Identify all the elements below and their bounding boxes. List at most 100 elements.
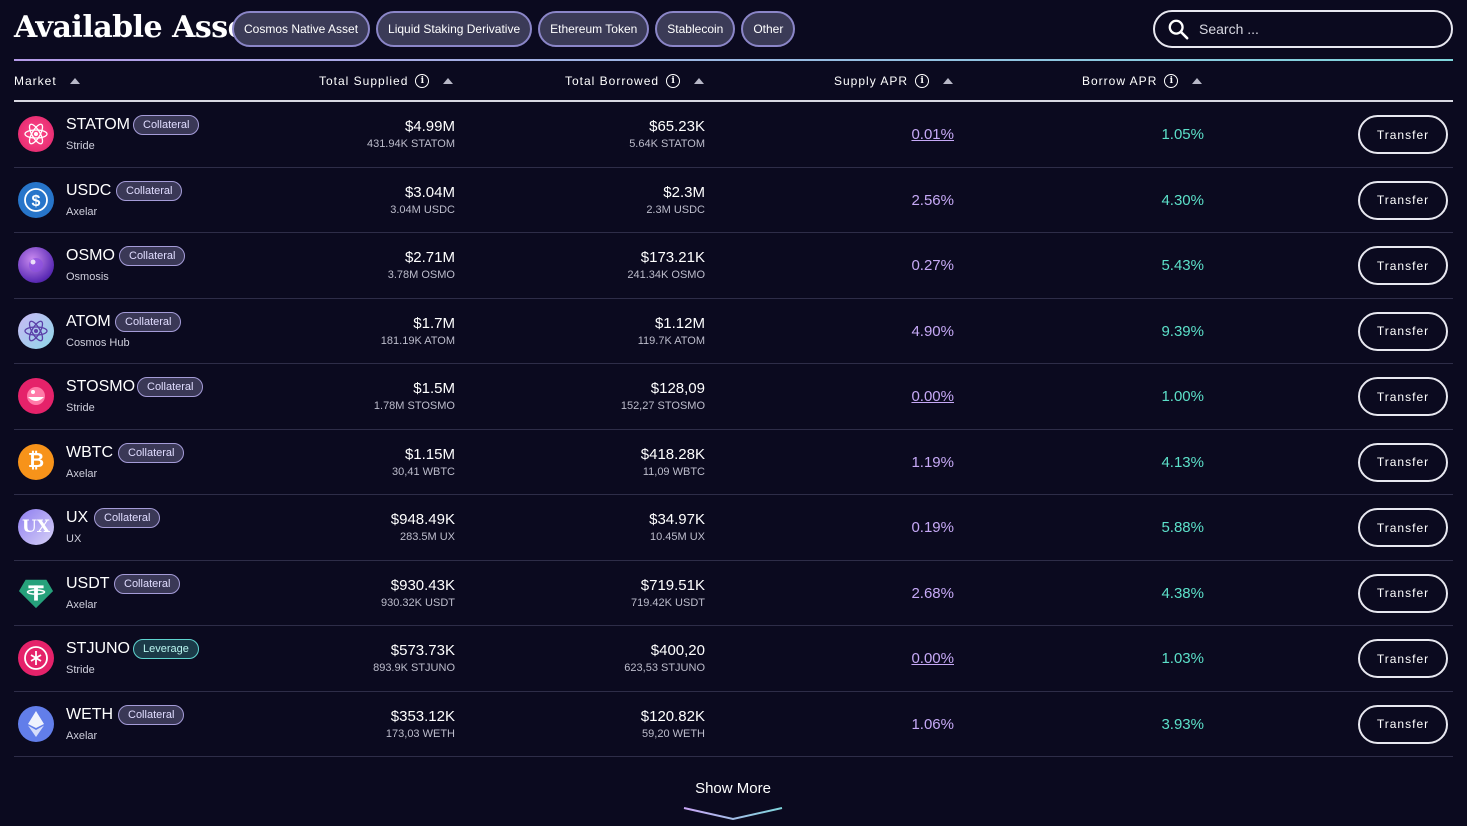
asset-chain: UX [66, 533, 82, 545]
asset-chain: Axelar [66, 467, 98, 480]
search-icon [1168, 19, 1189, 40]
column-header-borrow-apr-label: Borrow APR [1082, 74, 1158, 88]
asset-chain: Osmosis [66, 271, 109, 283]
total-supplied-units: 893.9K STJUNO [373, 662, 455, 674]
bitcoin-icon: ₿ [18, 443, 54, 480]
borrow-apr-value: 5.88% [1161, 519, 1204, 536]
transfer-button[interactable]: Transfer [1358, 115, 1448, 154]
table-row[interactable]: STJUNO Leverage Stride $573.73K 893.9K S… [14, 626, 1453, 692]
total-supplied-value: $4.99M [404, 118, 455, 135]
sort-arrow-icon[interactable] [943, 78, 954, 84]
filter-chip-liquid-staking-derivative[interactable]: Liquid Staking Derivative [376, 11, 533, 47]
supply-apr-value: 1.19% [911, 453, 954, 471]
total-borrowed-value: $400,20 [650, 642, 705, 659]
supply-apr-link[interactable]: 0.00% [911, 388, 954, 405]
collateral-badge: Collateral [115, 311, 182, 332]
table-row[interactable]: ₿ WBTC Collateral Axelar $1.15M 30,41 WB… [14, 430, 1453, 495]
supply-apr-value: 2.56% [911, 191, 954, 209]
total-supplied-value: $930.43K [390, 576, 455, 594]
supply-apr-value: 4.90% [911, 322, 954, 340]
supply-apr-link[interactable]: 0.01% [911, 126, 954, 143]
total-borrowed-units: 10.45M UX [649, 531, 705, 543]
asset-chain: Stride [66, 402, 95, 414]
table-row[interactable]: ATOM Collateral Cosmos Hub $1.7M 181.19K… [14, 299, 1453, 364]
info-icon[interactable]: i [915, 74, 930, 88]
total-borrowed-units: 2.3M USDC [646, 203, 705, 216]
transfer-button[interactable]: Transfer [1358, 639, 1448, 678]
transfer-button[interactable]: Transfer [1358, 573, 1448, 613]
sort-arrow-icon[interactable] [443, 78, 454, 84]
stjuno-icon [18, 640, 54, 676]
search-input[interactable] [1199, 21, 1439, 37]
table-row[interactable]: $ USDC Collateral Axelar $3.04M 3.04M US… [14, 168, 1453, 233]
search-box[interactable] [1153, 10, 1453, 48]
column-header-borrow-apr[interactable]: Borrow APR i [1082, 72, 1203, 90]
asset-symbol: USDC [66, 181, 112, 199]
table-row[interactable]: STATOM Collateral Stride $4.99M 431.94K … [14, 102, 1453, 168]
transfer-button[interactable]: Transfer [1358, 246, 1448, 285]
ux-icon: UX [18, 509, 54, 545]
total-supplied-value: $1.15M [404, 445, 455, 463]
borrow-apr-value: 1.03% [1161, 650, 1204, 667]
sort-arrow-icon[interactable] [694, 78, 705, 84]
transfer-button[interactable]: Transfer [1358, 508, 1448, 547]
borrow-apr-value: 4.13% [1161, 453, 1204, 471]
filter-chip-stablecoin[interactable]: Stablecoin [655, 11, 736, 47]
table-row[interactable]: STOSMO Collateral Stride $1.5M 1.78M STO… [14, 364, 1453, 430]
total-borrowed-units: 119.7K ATOM [637, 334, 705, 347]
transfer-button[interactable]: Transfer [1358, 180, 1448, 220]
total-supplied-value: $353.12K [390, 707, 455, 725]
show-more-button[interactable]: Show More [695, 780, 771, 797]
asset-chain: Axelar [66, 205, 98, 218]
borrow-apr-value: 1.05% [1161, 126, 1204, 143]
table-row[interactable]: UX UX Collateral UX $948.49K 283.5M UX $… [14, 495, 1453, 561]
transfer-button[interactable]: Transfer [1358, 704, 1448, 744]
info-icon[interactable]: i [415, 74, 430, 88]
total-supplied-value: $2.71M [404, 249, 455, 266]
asset-symbol: ATOM [66, 312, 111, 330]
asset-symbol: UX [66, 509, 89, 526]
filter-chip-ethereum-token[interactable]: Ethereum Token [538, 11, 650, 47]
asset-symbol: WETH [66, 705, 114, 723]
supply-apr-value: 1.06% [911, 715, 954, 733]
total-supplied-units: 431.94K STATOM [366, 138, 455, 150]
asset-symbol: STATOM [66, 116, 130, 133]
header: Available Assets Cosmos Native Asset Liq… [0, 0, 1467, 60]
info-icon[interactable]: i [1164, 74, 1179, 88]
column-header-total-borrowed[interactable]: Total Borrowed i [565, 72, 705, 90]
borrow-apr-value: 4.30% [1161, 191, 1204, 209]
total-borrowed-value: $34.97K [649, 511, 705, 528]
total-supplied-value: $3.04M [404, 183, 455, 201]
supply-apr-value: 2.68% [911, 584, 954, 602]
column-header-market-label: Market [14, 74, 57, 88]
supply-apr-link[interactable]: 0.00% [911, 650, 954, 667]
borrow-apr-value: 9.39% [1161, 322, 1204, 340]
collateral-badge: Collateral [137, 377, 204, 397]
table-row[interactable]: WETH Collateral Axelar $353.12K 173,03 W… [14, 692, 1453, 757]
table-row[interactable]: USDT Collateral Axelar $930.43K 930.32K … [14, 561, 1453, 626]
total-supplied-value: $948.49K [390, 511, 455, 528]
column-header-supply-apr-label: Supply APR [834, 74, 909, 88]
stosmo-icon [18, 378, 54, 414]
transfer-button[interactable]: Transfer [1358, 311, 1448, 351]
atom-icon [18, 312, 54, 349]
collateral-badge: Collateral [114, 573, 181, 594]
filter-chip-other[interactable]: Other [741, 11, 796, 47]
transfer-button[interactable]: Transfer [1358, 377, 1448, 416]
column-header-supply-apr[interactable]: Supply APR i [834, 72, 954, 90]
table-row[interactable]: OSMO Collateral Osmosis $2.71M 3.78M OSM… [14, 233, 1453, 299]
total-borrowed-value: $1.12M [654, 314, 705, 332]
ethereum-icon [18, 705, 54, 742]
filter-chips: Cosmos Native Asset Liquid Staking Deriv… [232, 11, 796, 47]
column-header-total-supplied[interactable]: Total Supplied i [319, 72, 454, 90]
column-header-market[interactable]: Market [14, 72, 80, 90]
info-icon[interactable]: i [666, 74, 681, 88]
sort-arrow-icon[interactable] [1192, 78, 1203, 84]
filter-chip-cosmos-native-asset[interactable]: Cosmos Native Asset [232, 11, 371, 47]
total-borrowed-units: 5.64K STATOM [629, 138, 705, 150]
transfer-button[interactable]: Transfer [1358, 442, 1448, 482]
total-supplied-value: $1.5M [413, 380, 455, 397]
sort-arrow-icon[interactable] [69, 78, 80, 84]
asset-table: STATOM Collateral Stride $4.99M 431.94K … [14, 102, 1453, 757]
chevron-down-icon[interactable] [683, 804, 783, 822]
